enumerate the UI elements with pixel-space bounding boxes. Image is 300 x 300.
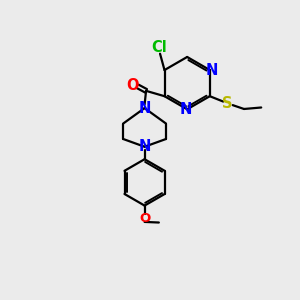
- Text: S: S: [222, 96, 233, 111]
- Text: O: O: [126, 78, 139, 93]
- Text: O: O: [139, 212, 150, 226]
- Text: Cl: Cl: [151, 40, 167, 55]
- Text: N: N: [206, 62, 218, 77]
- Text: N: N: [138, 100, 151, 116]
- Text: N: N: [179, 102, 192, 117]
- Text: N: N: [138, 139, 151, 154]
